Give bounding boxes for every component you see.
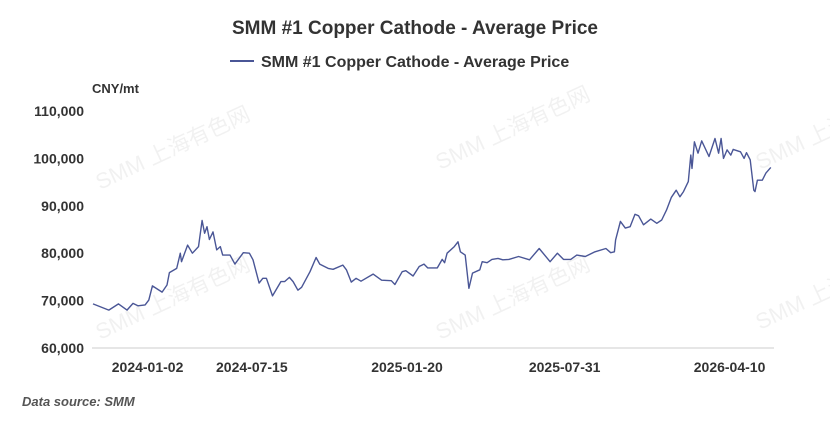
watermark-text: SMM 上海有色网 <box>432 81 594 174</box>
series-line-copper-price <box>92 137 772 311</box>
legend-label: SMM #1 Copper Cathode - Average Price <box>261 54 569 71</box>
x-tick-label: 2025-07-31 <box>529 359 601 375</box>
watermark-text: SMM 上海有色网 <box>752 241 830 334</box>
y-tick-label: 60,000 <box>41 340 84 356</box>
x-tick-label: 2025-01-20 <box>371 359 443 375</box>
x-tick-label: 2024-01-02 <box>112 359 184 375</box>
y-axis-unit: CNY/mt <box>92 81 140 96</box>
watermark-text: SMM 上海有色网 <box>92 101 254 194</box>
watermark-text: SMM 上海有色网 <box>752 81 830 174</box>
x-tick-label: 2026-04-10 <box>694 359 766 375</box>
watermarks: SMM 上海有色网 SMM 上海有色网 SMM 上海有色网 SMM 上海有色网 SMM … <box>92 81 830 344</box>
y-tick-label: 80,000 <box>41 245 84 261</box>
y-tick-label: 100,000 <box>33 150 84 166</box>
watermark-text: SMM 上海有色网 <box>92 251 254 344</box>
data-source-note: Data source: SMM <box>22 394 136 409</box>
chart-title: SMM #1 Copper Cathode - Average Price <box>232 18 598 39</box>
legend-item[interactable]: SMM #1 Copper Cathode - Average Price <box>230 54 569 71</box>
x-axis-ticks: 2024-01-02 2024-07-15 2025-01-20 2025-07-31… <box>112 359 766 375</box>
y-tick-label: 70,000 <box>41 293 84 309</box>
y-tick-label: 90,000 <box>41 198 84 214</box>
y-axis-ticks: 60,000 70,000 80,000 90,000 100,000 110,000 <box>33 103 84 356</box>
watermark-text: SMM 上海有色网 <box>432 251 594 344</box>
x-tick-label: 2024-07-15 <box>216 359 288 375</box>
y-tick-label: 110,000 <box>34 103 84 119</box>
